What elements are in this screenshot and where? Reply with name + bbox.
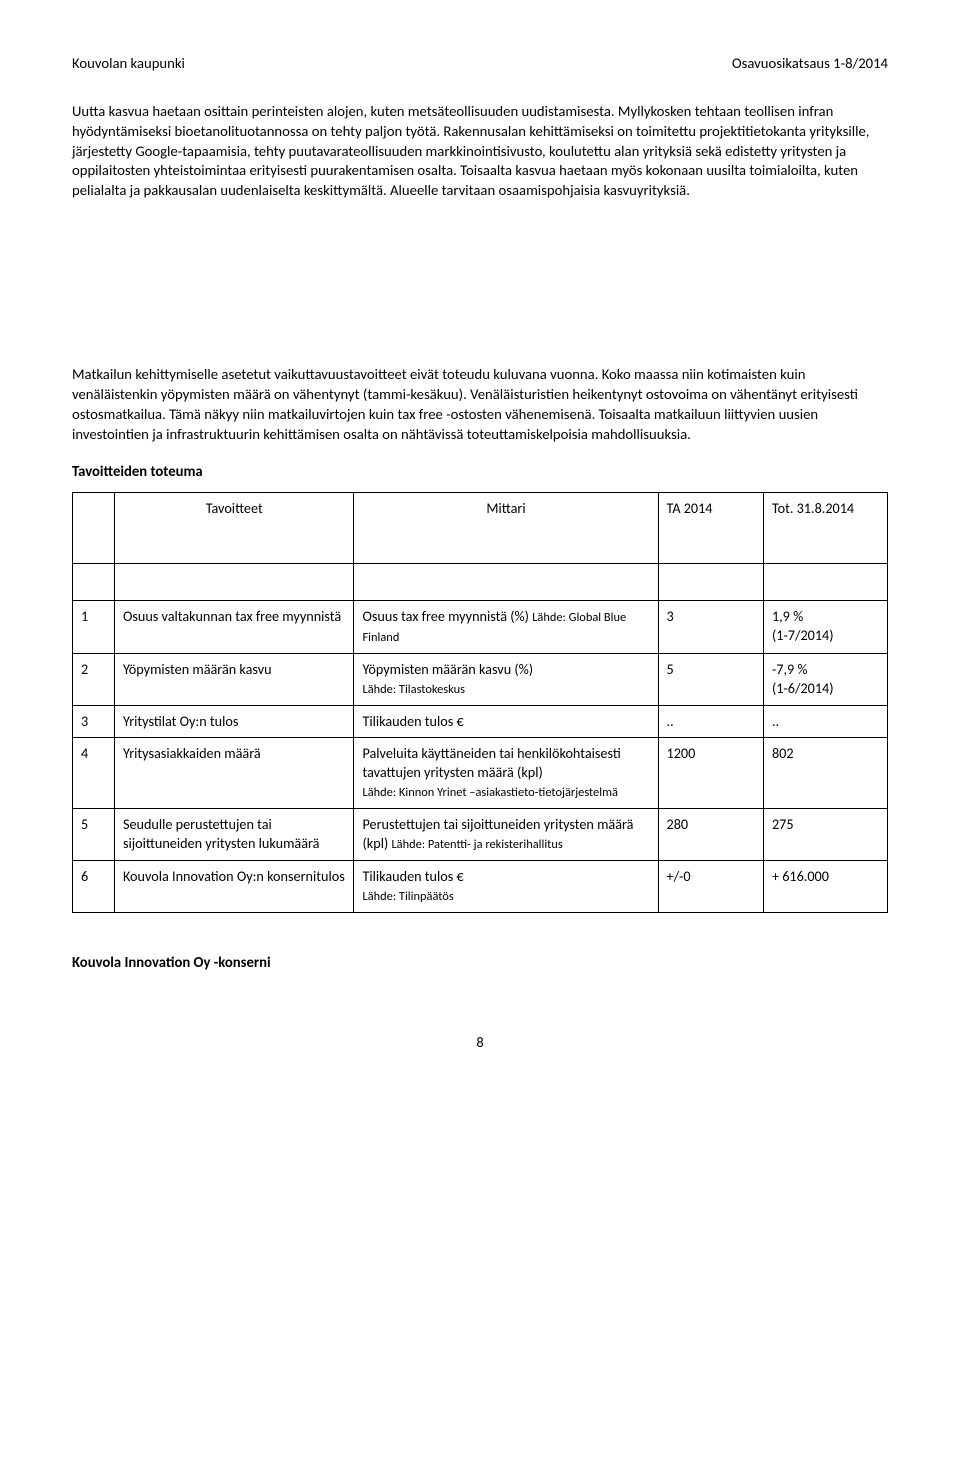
row-tav: Kouvola Innovation Oy:n konsernitulos xyxy=(114,860,354,912)
row-ta: 280 xyxy=(658,808,763,860)
table-row: 5 Seudulle perustettujen tai sijoittunei… xyxy=(73,808,888,860)
tot-val: 1,9 % xyxy=(772,607,803,625)
row-ta: .. xyxy=(658,705,763,737)
row-num: 4 xyxy=(73,737,115,808)
header-ta2014: TA 2014 xyxy=(658,493,763,564)
tot-sub: (1-7/2014) xyxy=(772,626,834,644)
mit-text: Palveluita käyttäneiden tai henkilökohta… xyxy=(362,744,620,781)
row-tot: .. xyxy=(763,705,887,737)
mit-source: Lähde: Tilastokeskus xyxy=(362,682,464,697)
row-num: 6 xyxy=(73,860,115,912)
header-right: Osavuosikatsaus 1-8/2014 xyxy=(732,54,888,74)
table-row: 3 Yritystilat Oy:n tulos Tilikauden tulo… xyxy=(73,705,888,737)
row-tot: -7,9 % (1-6/2014) xyxy=(763,653,887,705)
table-row: 2 Yöpymisten määrän kasvu Yöpymisten mää… xyxy=(73,653,888,705)
row-tav: Osuus valtakunnan tax free myynnistä xyxy=(114,601,354,653)
row-tot: 1,9 % (1-7/2014) xyxy=(763,601,887,653)
row-tav: Yritystilat Oy:n tulos xyxy=(114,705,354,737)
table-row: 1 Osuus valtakunnan tax free myynnistä O… xyxy=(73,601,888,653)
row-ta: 3 xyxy=(658,601,763,653)
paragraph-2: Matkailun kehittymiselle asetetut vaikut… xyxy=(72,365,888,444)
row-tav: Yöpymisten määrän kasvu xyxy=(114,653,354,705)
header-tavoitteet: Tavoitteet xyxy=(114,493,354,564)
spacer-row xyxy=(73,564,888,601)
header-tot: Tot. 31.8.2014 xyxy=(763,493,887,564)
row-ta: 5 xyxy=(658,653,763,705)
row-num: 5 xyxy=(73,808,115,860)
row-ta: +/-0 xyxy=(658,860,763,912)
paragraph-1: Uutta kasvua haetaan osittain perinteist… xyxy=(72,102,888,201)
row-mit: Tilikauden tulos € Lähde: Tilinpäätös xyxy=(354,860,658,912)
row-num: 1 xyxy=(73,601,115,653)
row-num: 2 xyxy=(73,653,115,705)
row-tav: Yritysasiakkaiden määrä xyxy=(114,737,354,808)
row-tot: + 616.000 xyxy=(763,860,887,912)
page-number: 8 xyxy=(72,1033,888,1053)
mit-text: Tilikauden tulos € xyxy=(362,867,463,885)
row-num: 3 xyxy=(73,705,115,737)
mit-source: Lähde: Tilinpäätös xyxy=(362,889,453,904)
footer-subtitle: Kouvola Innovation Oy -konserni xyxy=(72,953,888,973)
header-left: Kouvolan kaupunki xyxy=(72,54,185,74)
header-mittari: Mittari xyxy=(354,493,658,564)
row-mit: Palveluita käyttäneiden tai henkilökohta… xyxy=(354,737,658,808)
mit-source: Lähde: Patentti- ja rekisterihallitus xyxy=(391,837,562,852)
section-title: Tavoitteiden toteuma xyxy=(72,462,888,482)
blank-gap xyxy=(72,215,888,365)
table-row: 4 Yritysasiakkaiden määrä Palveluita käy… xyxy=(73,737,888,808)
header-blank xyxy=(73,493,115,564)
goals-table: Tavoitteet Mittari TA 2014 Tot. 31.8.201… xyxy=(72,492,888,912)
row-tot: 275 xyxy=(763,808,887,860)
row-tav: Seudulle perustettujen tai sijoittuneide… xyxy=(114,808,354,860)
row-mit: Osuus tax free myynnistä (%) Lähde: Glob… xyxy=(354,601,658,653)
row-mit: Tilikauden tulos € xyxy=(354,705,658,737)
mit-text: Osuus tax free myynnistä (%) xyxy=(362,607,532,625)
table-header-row: Tavoitteet Mittari TA 2014 Tot. 31.8.201… xyxy=(73,493,888,564)
table-row: 6 Kouvola Innovation Oy:n konsernitulos … xyxy=(73,860,888,912)
page-header: Kouvolan kaupunki Osavuosikatsaus 1-8/20… xyxy=(72,54,888,74)
row-tot: 802 xyxy=(763,737,887,808)
tot-val: -7,9 % xyxy=(772,660,808,678)
mit-text: Yöpymisten määrän kasvu (%) xyxy=(362,660,533,678)
row-mit: Yöpymisten määrän kasvu (%) Lähde: Tilas… xyxy=(354,653,658,705)
mit-source: Lähde: Kinnon Yrinet –asiakastieto-tieto… xyxy=(362,785,617,800)
row-mit: Perustettujen tai sijoittuneiden yrityst… xyxy=(354,808,658,860)
row-ta: 1200 xyxy=(658,737,763,808)
tot-sub: (1-6/2014) xyxy=(772,679,834,697)
